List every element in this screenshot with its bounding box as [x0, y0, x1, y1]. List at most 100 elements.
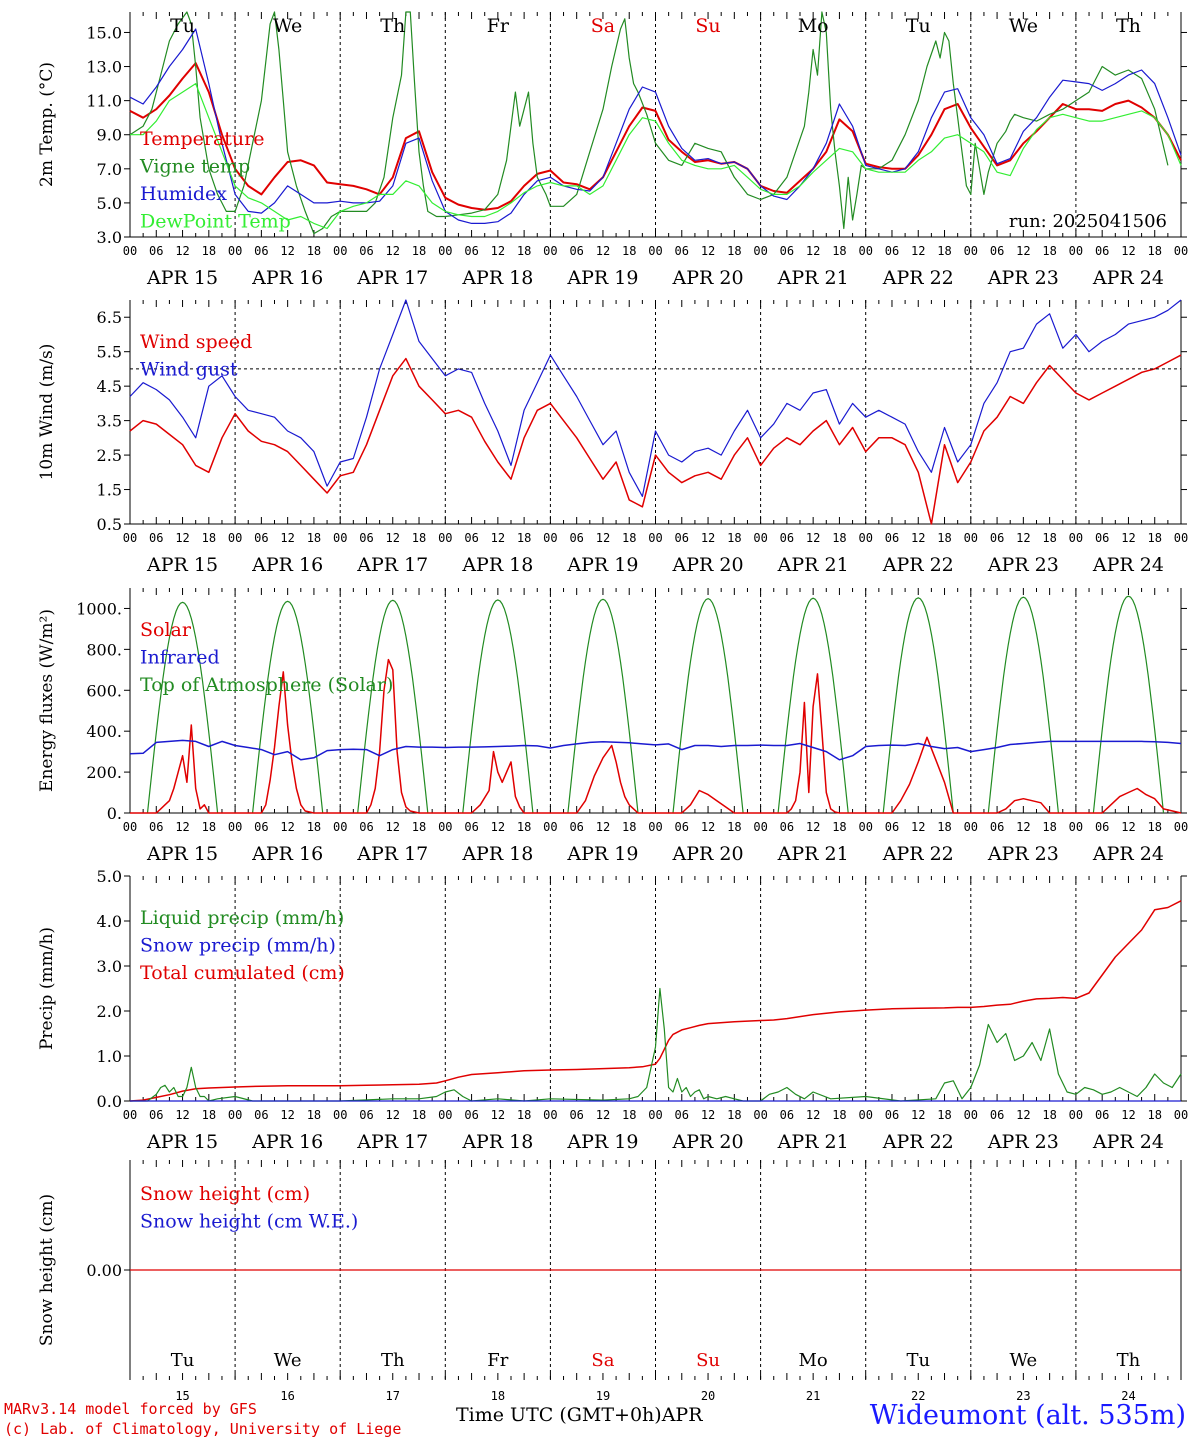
- y-tick-label: 2.0: [97, 1002, 122, 1021]
- date-label: APR 22: [882, 1131, 954, 1153]
- weekday-label: Th: [1116, 15, 1141, 37]
- hour-tick-label: 12: [386, 244, 400, 258]
- legend-entry: Humidex: [140, 183, 227, 205]
- day-number-label: 19: [596, 1389, 610, 1403]
- hour-tick-label: 12: [806, 1108, 820, 1122]
- series-wind-speed: [129, 354, 1182, 525]
- hour-tick-label: 12: [596, 244, 610, 258]
- toa-solar-series: [462, 599, 534, 814]
- series-wind-gust: [129, 299, 1182, 497]
- hour-tick-label: 12: [806, 820, 820, 834]
- y-tick-label: 3.5: [97, 412, 122, 431]
- hour-tick-label: 18: [937, 531, 951, 545]
- date-label: APR 20: [672, 1131, 744, 1153]
- weekday-label: Tu: [170, 15, 195, 37]
- toa-solar-series: [252, 600, 324, 814]
- y-tick-label: 0.5: [97, 515, 122, 534]
- y-tick-label: 4.5: [97, 377, 122, 396]
- date-label: APR 24: [1092, 843, 1164, 865]
- hour-tick-label: 06: [254, 244, 268, 258]
- hour-tick-label: 18: [202, 531, 216, 545]
- day-number-label: 24: [1121, 1389, 1135, 1403]
- weekday-label: Tu: [171, 1350, 195, 1371]
- hour-tick-label: 06: [569, 531, 583, 545]
- weekday-label: We: [274, 1350, 302, 1371]
- hour-tick-label: 06: [359, 820, 373, 834]
- hour-tick-label: 00: [123, 244, 137, 258]
- legend-entry: Snow height (cm): [140, 1183, 310, 1205]
- series-dewpoint-temp: [130, 82, 1182, 230]
- weekday-label: We: [1010, 1350, 1038, 1371]
- hour-tick-label: 06: [675, 1108, 689, 1122]
- date-label: APR 18: [461, 267, 533, 289]
- y-tick-label: 2.5: [97, 446, 122, 465]
- date-label: APR 19: [566, 843, 638, 865]
- day-number-label: 17: [386, 1389, 400, 1403]
- date-label: APR 20: [672, 554, 744, 576]
- date-label: APR 21: [777, 843, 849, 865]
- hour-tick-label: 00: [858, 531, 872, 545]
- toa-solar-series: [882, 597, 954, 814]
- hour-tick-label: 12: [911, 820, 925, 834]
- hour-tick-label: 12: [596, 531, 610, 545]
- hour-tick-label: 12: [175, 1108, 189, 1122]
- hour-tick-label: 00: [228, 531, 242, 545]
- weekday-label: Tu: [906, 15, 931, 37]
- hour-tick-label: 12: [596, 1108, 610, 1122]
- weekday-label: We: [273, 15, 302, 37]
- hour-tick-label: 06: [1095, 244, 1109, 258]
- hour-tick-label: 18: [1147, 820, 1161, 834]
- hour-tick-label: 06: [149, 531, 163, 545]
- hour-tick-label: 12: [491, 244, 505, 258]
- hour-tick-label: 00: [648, 531, 662, 545]
- date-label: APR 24: [1092, 554, 1164, 576]
- hour-tick-label: 12: [280, 820, 294, 834]
- hour-tick-label: 12: [1121, 244, 1135, 258]
- hour-tick-label: 18: [517, 244, 531, 258]
- hour-tick-label: 18: [622, 531, 636, 545]
- lab-credit: (c) Lab. of Climatology, University of L…: [4, 1420, 402, 1438]
- hour-tick-label: 12: [1016, 1108, 1030, 1122]
- y-tick-label: 800.: [86, 640, 122, 659]
- hour-tick-label: 06: [990, 820, 1004, 834]
- hour-tick-label: 18: [937, 244, 951, 258]
- panel-wind-ylabel: 10m Wind (m/s): [37, 344, 57, 481]
- date-label: APR 16: [251, 843, 323, 865]
- toa-solar-series: [1092, 595, 1165, 814]
- date-label: APR 16: [251, 1131, 323, 1153]
- hour-tick-label: 06: [885, 244, 899, 258]
- hour-tick-label: 00: [648, 1108, 662, 1122]
- hour-tick-label: 12: [911, 531, 925, 545]
- panel-snow-ylabel: Snow height (cm): [37, 1194, 57, 1346]
- hour-tick-label: 12: [1121, 1108, 1135, 1122]
- hour-tick-label: 06: [990, 1108, 1004, 1122]
- hour-tick-label: 00: [123, 531, 137, 545]
- hour-tick-label: 12: [1016, 531, 1030, 545]
- infrared-series: [129, 739, 1182, 761]
- hour-tick-label: 18: [517, 820, 531, 834]
- hour-tick-label: 12: [806, 531, 820, 545]
- panel-energy-ylabel: Energy fluxes (W/m²): [37, 609, 57, 792]
- hour-tick-label: 06: [569, 1108, 583, 1122]
- hour-tick-label: 06: [780, 820, 794, 834]
- weekday-label: We: [1009, 15, 1038, 37]
- day-number-label: 22: [911, 1389, 925, 1403]
- hour-tick-label: 00: [543, 820, 557, 834]
- hour-tick-label: 18: [412, 820, 426, 834]
- hour-tick-label: 18: [517, 1108, 531, 1122]
- hour-tick-label: 06: [885, 1108, 899, 1122]
- date-label: APR 17: [356, 267, 428, 289]
- y-tick-label: 5.0: [97, 867, 122, 886]
- hour-tick-label: 12: [175, 244, 189, 258]
- hour-tick-label: 12: [280, 244, 294, 258]
- hour-tick-label: 18: [307, 820, 321, 834]
- series-humidex: [129, 28, 1182, 224]
- hour-tick-label: 06: [675, 820, 689, 834]
- legend-entry: Snow precip (mm/h): [140, 935, 336, 957]
- y-tick-label: 5.0: [97, 194, 122, 213]
- date-label: APR 21: [777, 1131, 849, 1153]
- hour-tick-label: 00: [228, 244, 242, 258]
- hour-tick-label: 00: [228, 1108, 242, 1122]
- hour-tick-label: 18: [937, 820, 951, 834]
- hour-tick-label: 00: [123, 1108, 137, 1122]
